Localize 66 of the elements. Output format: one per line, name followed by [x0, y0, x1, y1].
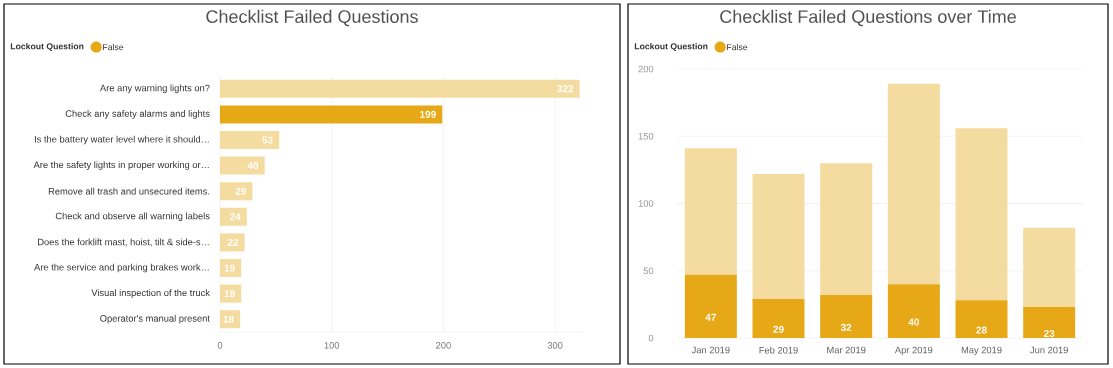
x-tick-label: 0 [217, 342, 223, 349]
y-tick-label: Check and observe all warning labels [55, 212, 210, 222]
x-tick-label: Jun 2019 [1030, 346, 1068, 354]
data-label: 23 [1043, 329, 1055, 337]
data-label: 29 [773, 325, 784, 333]
y-tick-label: 200 [638, 65, 654, 73]
bar [220, 79, 580, 98]
bar [220, 182, 253, 201]
data-label: 19 [224, 290, 235, 298]
y-tick-label: Does the forklift mast, hoist, tilt & side-s… [38, 238, 209, 247]
bar [887, 83, 940, 285]
y-tick-label: 50 [643, 267, 654, 275]
x-tick-label: Mar 2019 [827, 346, 866, 354]
bar [684, 274, 737, 338]
data-label: 18 [223, 315, 234, 323]
y-tick-label: Check any safety alarms and lights [65, 110, 210, 119]
data-label: 28 [976, 326, 987, 334]
data-label: 199 [420, 110, 436, 118]
bar [220, 131, 280, 149]
y-tick-label: Visual inspection of the truck [91, 289, 210, 298]
data-label: 29 [235, 187, 246, 195]
data-label: 24 [230, 213, 241, 221]
y-tick-label: Is the battery water level where it should… [34, 135, 209, 145]
y-tick-label: Are the safety lights in proper working or… [33, 161, 209, 170]
bar [220, 207, 247, 226]
bar [220, 105, 443, 124]
bar [684, 148, 737, 275]
data-label: 47 [705, 313, 716, 321]
x-tick-label: May 2019 [961, 346, 1002, 356]
x-tick-label: 200 [436, 342, 451, 349]
bar [220, 156, 265, 175]
data-label: 53 [262, 136, 273, 144]
x-tick-label: Jan 2019 [691, 346, 730, 354]
bar [955, 128, 1008, 301]
bar [752, 299, 805, 338]
legend-label: False [103, 43, 124, 51]
y-tick-label: Are any warning lights on? [99, 84, 210, 94]
bar [1023, 307, 1076, 338]
data-label: 32 [840, 323, 852, 331]
bar [752, 173, 805, 299]
bar [220, 233, 245, 252]
chart-title: Checklist Failed Questions over Time [720, 9, 1016, 27]
data-label: 322 [557, 85, 574, 93]
y-tick-label: 0 [648, 334, 654, 342]
chart-title: Checklist Failed Questions [206, 9, 418, 27]
data-label: 19 [224, 264, 235, 272]
y-tick-label: 100 [638, 200, 654, 207]
bar [820, 163, 873, 295]
legend-title: Lockout Question [634, 43, 708, 51]
legend-title: Lockout Question [10, 43, 84, 51]
bar [1023, 227, 1076, 308]
y-tick-label: Remove all trash and unsecured items. [48, 187, 210, 195]
x-tick-label: Apr 2019 [894, 346, 933, 356]
bar [887, 284, 940, 338]
legend-label: False [727, 43, 748, 51]
data-label: 40 [247, 162, 259, 170]
bar [820, 294, 873, 338]
x-tick-label: 300 [547, 342, 563, 349]
data-label: 22 [227, 238, 239, 246]
y-tick-label: Are the service and parking brakes work… [34, 263, 209, 273]
x-tick-label: 100 [324, 342, 340, 349]
y-tick-label: 150 [638, 132, 654, 140]
data-label: 40 [908, 318, 919, 326]
y-tick-label: Operator's manual present [100, 314, 210, 324]
bar [955, 300, 1008, 338]
x-tick-label: Feb 2019 [759, 346, 798, 354]
